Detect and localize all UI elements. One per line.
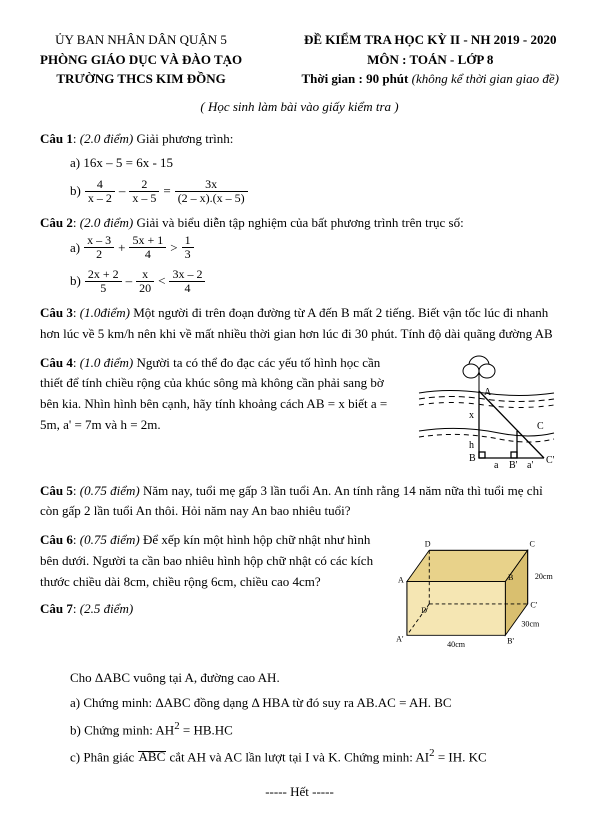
svg-text:40cm: 40cm (447, 640, 466, 649)
q2a: a) x – 32 + 5x + 14 > 13 (70, 234, 559, 261)
lbl-x: x (469, 410, 474, 421)
q2-label: Câu 2 (40, 215, 73, 230)
q1b: b) 4x – 2 – 2x – 5 = 3x(2 – x).(x – 5) (70, 178, 559, 205)
q7c: c) Phân giác ABC cắt AH và AC lần lượt t… (70, 745, 559, 768)
q5-pts: (0.75 điểm) (80, 483, 140, 498)
hr2: MÔN : TOÁN - LỚP 8 (301, 50, 559, 70)
q7b: b) Chứng minh: AH2 = HB.HC (70, 718, 559, 741)
question-6: Câu 6: (0.75 điểm) Để xếp kín một hình h… (40, 530, 559, 660)
lbl-B: B (469, 453, 476, 464)
lbl-h: h (469, 440, 474, 451)
q1-pts: (2.0 điểm) (80, 131, 133, 146)
q1b-label: b) (70, 181, 81, 202)
lbl-ap: a' (527, 460, 533, 471)
question-5: Câu 5: (0.75 điểm) Năm nay, tuổi mẹ gấp … (40, 481, 559, 523)
river-diagram: A C B B' C' x h a a' (409, 353, 559, 473)
q1-label: Câu 1 (40, 131, 73, 146)
q3-pts: (1.0điểm) (80, 305, 130, 320)
arc-abc: ABC (138, 751, 167, 762)
q6-textblock: Câu 6: (0.75 điểm) Để xếp kín một hình h… (40, 530, 379, 619)
header-right: ĐỀ KIỂM TRA HỌC KỲ II - NH 2019 - 2020 M… (301, 30, 559, 89)
question-2: Câu 2: (2.0 điểm) Giải và biểu diễn tập … (40, 213, 559, 295)
q6-pts: (0.75 điểm) (80, 532, 140, 547)
q2b-label: b) (70, 271, 81, 292)
q2b: b) 2x + 25 – x20 < 3x – 24 (70, 268, 559, 295)
q7-intro: Cho ΔABC vuông tại A, đường cao AH. (70, 668, 559, 689)
q1b-f3: 3x(2 – x).(x – 5) (175, 178, 248, 205)
question-7: Cho ΔABC vuông tại A, đường cao AH. a) C… (40, 668, 559, 768)
q5-label: Câu 5 (40, 483, 73, 498)
q1b-f1: 4x – 2 (85, 178, 115, 205)
lbl-Bp: B' (509, 460, 518, 471)
header: ỦY BAN NHÂN DÂN QUẬN 5 PHÒNG GIÁO DỤC VÀ… (40, 30, 559, 89)
svg-text:C: C (529, 540, 534, 549)
q1a-eq: 16x – 5 = 6x - 15 (83, 155, 173, 170)
q7-pts: (2.5 điểm) (80, 601, 133, 616)
q3-label: Câu 3 (40, 305, 73, 320)
instruction-note: ( Học sinh làm bài vào giấy kiểm tra ) (40, 99, 559, 115)
hr1: ĐỀ KIỂM TRA HỌC KỲ II - NH 2019 - 2020 (301, 30, 559, 50)
q2a-f3: 13 (182, 234, 194, 261)
time-note: (không kể thời gian giao đề) (412, 71, 559, 86)
q2-pts: (2.0 điểm) (80, 215, 133, 230)
q7-label: Câu 7 (40, 601, 73, 616)
q2a-label: a) (70, 238, 80, 259)
box-diagram: D C A B D' C' A' B' 40cm 30cm 20cm (389, 530, 559, 660)
q4-pts: (1.0 điểm) (80, 355, 133, 370)
svg-text:A': A' (396, 635, 404, 644)
end-marker: ----- Hết ----- (40, 784, 559, 800)
time-label: Thời gian : 90 phút (301, 71, 408, 86)
question-1: Câu 1: (2.0 điểm) Giải phương trình: a) … (40, 129, 559, 206)
svg-text:C': C' (530, 601, 537, 610)
q2b-f1: 2x + 25 (85, 268, 122, 295)
q1a: a) 16x – 5 = 6x - 15 (70, 153, 559, 174)
q2-text: Giải và biểu diễn tập nghiệm của bất phư… (136, 215, 463, 230)
question-4: Câu 4: (1.0 điểm) Người ta có thể đo đạc… (40, 353, 559, 473)
hl1: ỦY BAN NHÂN DÂN QUẬN 5 (40, 30, 242, 50)
q6-figure: D C A B D' C' A' B' 40cm 30cm 20cm (389, 530, 559, 660)
svg-text:A: A (398, 576, 404, 585)
lbl-a: a (494, 460, 499, 471)
hr3: Thời gian : 90 phút (không kể thời gian … (301, 69, 559, 89)
question-3: Câu 3: (1.0điểm) Một người đi trên đoạn … (40, 303, 559, 345)
q2a-f1: x – 32 (84, 234, 114, 261)
q6-label: Câu 6 (40, 532, 73, 547)
svg-text:B': B' (507, 637, 514, 646)
hl3: TRƯỜNG THCS KIM ĐỒNG (40, 69, 242, 89)
svg-text:30cm: 30cm (521, 620, 540, 629)
q1-text: Giải phương trình: (136, 131, 233, 146)
svg-text:20cm: 20cm (535, 572, 554, 581)
lbl-Cp: C' (546, 455, 555, 466)
hl2: PHÒNG GIÁO DỤC VÀ ĐÀO TẠO (40, 50, 242, 70)
q2b-f2: x20 (136, 268, 154, 295)
header-left: ỦY BAN NHÂN DÂN QUẬN 5 PHÒNG GIÁO DỤC VÀ… (40, 30, 242, 89)
svg-text:B: B (508, 573, 513, 582)
lbl-C: C (537, 421, 544, 432)
q4-figure: A C B B' C' x h a a' (409, 353, 559, 473)
q2b-f3: 3x – 24 (169, 268, 205, 295)
q4-label: Câu 4 (40, 355, 73, 370)
q2a-f2: 5x + 14 (129, 234, 166, 261)
lbl-A: A (484, 387, 492, 398)
svg-text:D: D (425, 540, 431, 549)
q7a: a) Chứng minh: ΔABC đồng dạng Δ HBA từ đ… (70, 693, 559, 714)
q4-textblock: Câu 4: (1.0 điểm) Người ta có thể đo đạc… (40, 353, 399, 436)
q1b-f2: 2x – 5 (129, 178, 159, 205)
svg-text:D': D' (421, 606, 429, 615)
q1a-label: a) (70, 155, 80, 170)
